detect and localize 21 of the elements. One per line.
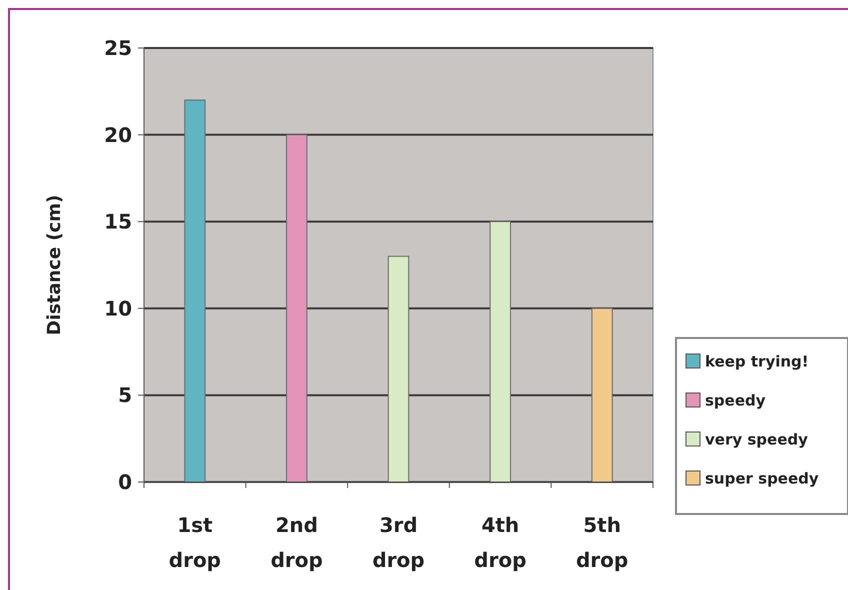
x-tick-label: 5th drop [576, 513, 628, 572]
x-tick-label: 2nd drop [270, 513, 323, 572]
x-tick-label: 4th drop [474, 513, 526, 572]
y-tick-label: 15 [104, 210, 132, 234]
y-tick-label: 10 [104, 296, 132, 320]
bar [490, 221, 511, 482]
legend-label: speedy [705, 391, 766, 410]
legend-label: very speedy [705, 430, 808, 448]
bar [591, 308, 613, 482]
x-tick-label: 1st drop [168, 513, 222, 572]
y-tick-label: 20 [104, 122, 132, 147]
y-axis-title: Distance (cm) [44, 194, 65, 336]
y-tick-label: 0 [118, 470, 132, 494]
legend-label: keep trying! [705, 352, 809, 370]
y-tick-label: 25 [104, 36, 132, 60]
bar [184, 100, 206, 482]
legend-label: super speedy [705, 469, 819, 488]
x-tick-label: 3rd drop [372, 513, 425, 572]
bar [388, 256, 410, 482]
y-tick-label: 5 [118, 383, 132, 408]
bar [286, 134, 308, 482]
